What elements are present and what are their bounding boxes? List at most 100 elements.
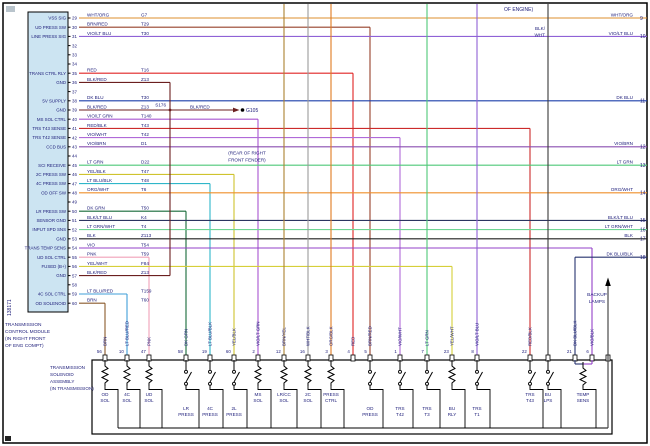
wire-color-label: WHT — [535, 33, 546, 38]
module-label: TRANSMISSION — [5, 322, 42, 328]
component-label: LPS — [544, 398, 553, 403]
solenoid-coil-symbol — [100, 360, 110, 386]
assembly-box — [91, 359, 613, 435]
component-label: TRS — [525, 392, 534, 397]
component-lead — [369, 388, 384, 428]
component-label: SENS — [577, 398, 590, 403]
exit-number: 9 — [640, 16, 643, 22]
circuit-number-label: D22 — [141, 160, 150, 165]
pin-number: 51 — [72, 218, 77, 223]
tcm-pin-label: GND — [56, 108, 66, 113]
circuit-number-label: T6 — [141, 187, 147, 192]
switch-symbol — [208, 381, 212, 386]
corner-mark — [5, 436, 11, 441]
solenoid-coil-symbol — [279, 360, 289, 386]
assembly-label: TRANSMISSION — [50, 365, 85, 370]
wire-color-label: LT GRN — [425, 330, 430, 346]
component-label: PRESS — [323, 392, 339, 397]
splice-label: S176 — [155, 103, 166, 108]
switch-symbol — [528, 381, 532, 386]
pin-number: 59 — [72, 292, 77, 297]
circuit-number-label: Z13 — [141, 104, 149, 109]
component-lead — [451, 386, 466, 428]
switch-symbol — [546, 369, 550, 374]
component-label: CTRL — [325, 398, 337, 403]
pin-number: 57 — [72, 273, 77, 278]
wire-color-label: BRN/RED — [368, 326, 373, 346]
pin-number: 42 — [72, 135, 77, 140]
pin-number: 56 — [72, 264, 77, 269]
circuit-number-label: T30 — [141, 95, 149, 100]
exit-number: 13 — [640, 163, 646, 169]
exit-number: 16 — [640, 227, 646, 233]
connector-cavity-number: 12 — [276, 349, 281, 354]
wire-color-label: LT BLU/BLK — [208, 322, 213, 346]
tcm-pin-label: GND — [56, 236, 66, 241]
pin-number: 41 — [72, 126, 77, 131]
exit-wire-label: DK BLU — [616, 95, 633, 100]
connector-pin — [350, 354, 356, 362]
exit-wire-label: LT GRN/WHT — [605, 224, 633, 229]
component-label: SOL — [122, 398, 132, 403]
exit-wire-label: BLK — [624, 233, 634, 238]
connector-cavity-number: 7 — [421, 349, 424, 354]
switch-symbol — [398, 381, 402, 386]
pin-number: 29 — [72, 16, 77, 21]
exit-wire-label: VIO/LT BLU — [609, 31, 633, 36]
circuit-number-label: T4 — [141, 224, 147, 229]
switch-symbol — [369, 371, 376, 383]
circuit-number-label: T29 — [141, 22, 149, 27]
wire-color-label: WHT/ORG — [87, 12, 110, 17]
exit-wire-label: BLK/LT BLU — [608, 215, 633, 220]
component-label: PRESS — [362, 412, 378, 417]
component-label: PRESS — [202, 412, 218, 417]
tcm-pin-label: TRS T43 SENSE — [32, 126, 66, 131]
pin-number: 36 — [72, 80, 77, 85]
switch-symbol — [426, 371, 433, 383]
circuit-number-label: T60 — [141, 298, 149, 303]
wire-color-label: BRN — [87, 298, 97, 303]
pin-number: 44 — [72, 154, 77, 159]
exit-number: 11 — [640, 99, 645, 105]
circuit-number-label: T16 — [141, 68, 149, 73]
component-lead — [330, 386, 345, 428]
component-label: 4C — [124, 392, 131, 397]
exit-number: 10 — [640, 34, 646, 40]
module-label: (IN RIGHT FRONT — [5, 336, 45, 342]
component-lead — [185, 388, 200, 428]
tcm-pin-label: INPUT SPD SNS — [32, 227, 66, 232]
connector-cavity-number: 58 — [178, 349, 183, 354]
switch-symbol — [208, 369, 212, 374]
component-label: PRESS — [178, 412, 194, 417]
circuit-number-label: T43 — [141, 123, 149, 128]
doc-number: 138171 — [7, 299, 13, 316]
circuit-number-label: T50 — [141, 206, 149, 211]
tcm-pin-label: TRS T42 SENSE — [32, 135, 66, 140]
tcm-pin-label: 5V SUPPLY — [42, 98, 66, 103]
switch-symbol — [368, 381, 372, 386]
component-lead — [209, 388, 224, 428]
wire-color-label: BLK/RED — [87, 77, 107, 82]
component-label: T43 — [526, 398, 534, 403]
backup-lamps-label: LAMPS — [589, 299, 605, 305]
circuit-number-label: Z113 — [141, 233, 152, 238]
component-label: OD — [367, 406, 375, 411]
tcm-pin-label: UD PRESS SW — [35, 25, 67, 30]
component-lead — [307, 386, 322, 428]
tcm-pin-label: LR PRESS SW — [36, 209, 67, 214]
wire-color-label: YEL/WHT — [87, 261, 108, 266]
circuit-number-label: D1 — [141, 141, 147, 146]
wire-color-label: YEL/BLK — [87, 169, 107, 174]
wire-color-label: LT GRN/WHT — [87, 224, 115, 229]
solenoid-coil-symbol — [253, 360, 263, 386]
exit-number: 14 — [640, 191, 646, 197]
wire-color-label: LT GRN — [87, 160, 103, 165]
wire-color-label: BLK — [87, 233, 97, 238]
component-lead — [529, 388, 544, 428]
pin-number: 46 — [72, 172, 77, 177]
tcm-pin-label: UD SOL CTRL — [37, 255, 66, 260]
exit-number: 12 — [640, 145, 646, 151]
pin-number: 31 — [72, 34, 77, 39]
